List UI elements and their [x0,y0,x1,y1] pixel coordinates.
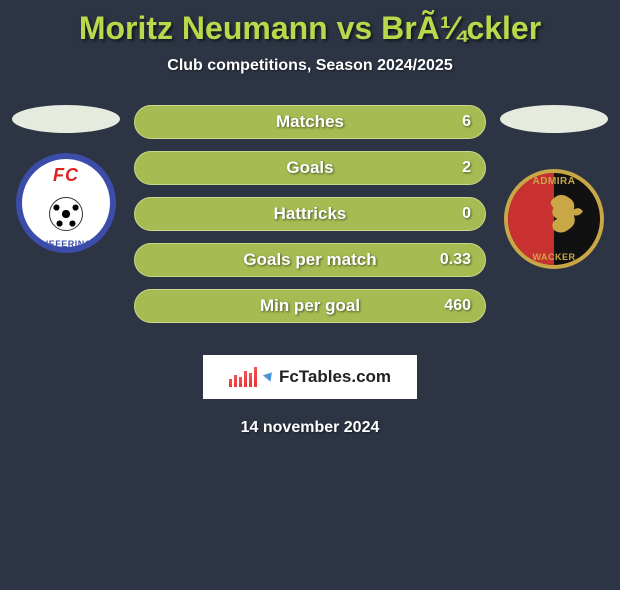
stat-bar: Hattricks 0 [134,197,486,231]
page-title: Moritz Neumann vs BrÃ¼ckler [0,10,620,47]
stat-label: Goals per match [243,250,376,270]
player-right-pill [500,105,608,133]
branding-text: FcTables.com [279,367,391,387]
content-row: FC LIEFERING Matches 6 Goals 2 Hattricks 0 Goa… [0,105,620,335]
branding-badge: FcTables.com [203,355,417,399]
bar-chart-icon [229,367,257,387]
club-badge-left-art: FC LIEFERING [22,159,110,247]
stat-label: Hattricks [274,204,347,224]
stat-value: 0.33 [440,251,471,269]
stat-label: Matches [276,112,344,132]
stat-value: 0 [462,205,471,223]
datestamp: 14 november 2024 [0,419,620,437]
stat-bar: Goals 2 [134,151,486,185]
page-subtitle: Club competitions, Season 2024/2025 [0,57,620,75]
player-left-pill [12,105,120,133]
stat-bar: Goals per match 0.33 [134,243,486,277]
griffin-icon [548,193,585,239]
club-left-text-top: FC [22,165,110,186]
club-right-text-top: ADMIRA [508,176,600,187]
player-right-column: ADMIRA WACKER [494,105,614,269]
stat-value: 2 [462,159,471,177]
club-badge-right: ADMIRA WACKER [504,169,604,269]
stat-bar: Min per goal 460 [134,289,486,323]
player-left-column: FC LIEFERING [6,105,126,253]
trend-arrow-icon [263,369,276,382]
stat-value: 6 [462,113,471,131]
soccer-ball-icon [49,197,83,231]
club-left-text-bottom: LIEFERING [22,239,110,249]
stat-value: 460 [444,297,471,315]
stat-bar: Matches 6 [134,105,486,139]
stats-column: Matches 6 Goals 2 Hattricks 0 Goals per match 0… [126,105,494,335]
club-badge-left: FC LIEFERING [16,153,116,253]
club-right-text-bottom: WACKER [508,252,600,262]
stat-label: Min per goal [260,296,360,316]
stat-label: Goals [286,158,333,178]
